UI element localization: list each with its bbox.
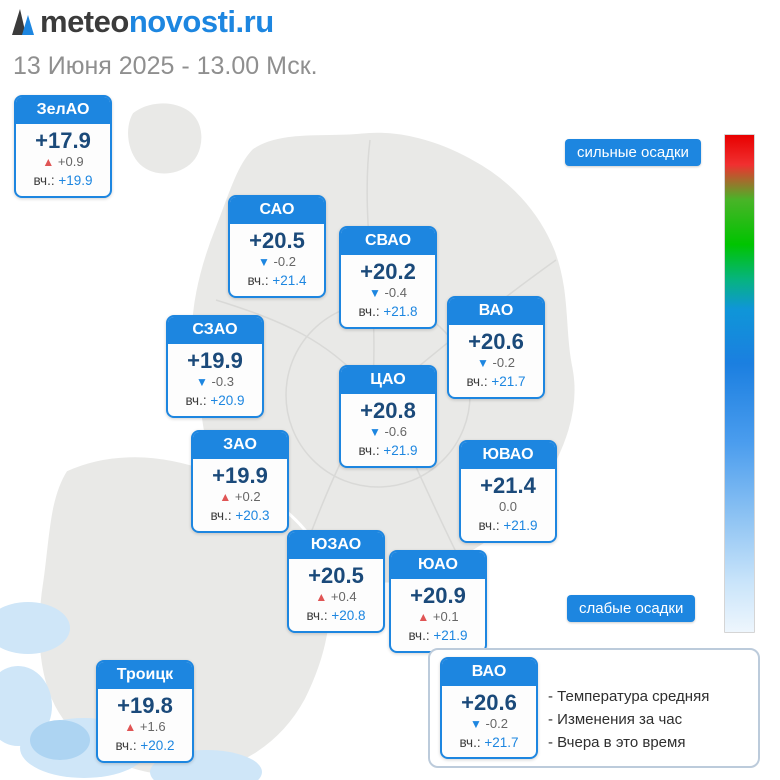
- change-value: -0.2: [273, 254, 296, 270]
- legend-example-card: ВАО +20.6 ▼ -0.2 вч.: +21.7: [440, 656, 538, 760]
- change-value: +0.4: [330, 589, 357, 605]
- temperature-value: +21.4: [480, 473, 536, 498]
- change-value: +0.9: [57, 154, 84, 170]
- temperature-value: +20.6: [468, 329, 524, 354]
- temperature-value: +20.5: [249, 228, 305, 253]
- yesterday-label: вч.:: [358, 443, 380, 459]
- district-card[interactable]: СЗАО +19.9 ▼ -0.3 вч.: +20.9: [166, 315, 264, 418]
- map-region-zelao: [125, 100, 205, 177]
- temperature-value: +17.9: [35, 128, 91, 153]
- district-name: СВАО: [341, 228, 435, 255]
- district-name: ВАО: [449, 298, 543, 325]
- precip-color-scale: [724, 134, 755, 633]
- change-value: +0.2: [234, 489, 261, 505]
- yesterday-label: вч.:: [185, 393, 207, 409]
- district-name: ЗелАО: [16, 97, 110, 124]
- district-card[interactable]: ЗАО +19.9 ▲ +0.2 вч.: +20.3: [191, 430, 289, 533]
- trend-arrow: ▲: [219, 490, 232, 505]
- district-card[interactable]: Троицк +19.8 ▲ +1.6 вч.: +20.2: [96, 660, 194, 763]
- trend-arrow: ▲: [417, 610, 430, 625]
- change-value: -0.2: [492, 355, 515, 371]
- district-name: ЮАО: [391, 552, 485, 579]
- yesterday-value: +21.4: [272, 273, 307, 289]
- legend-lines: - Температура средняя - Изменения за час…: [548, 688, 709, 751]
- weak-precip-label[interactable]: слабые осадки: [567, 595, 696, 622]
- legend-line: - Температура средняя: [548, 687, 710, 705]
- district-card[interactable]: ЗелАО +17.9 ▲ +0.9 вч.: +19.9: [14, 95, 112, 198]
- district-name: ЦАО: [341, 367, 435, 394]
- trend-arrow: ▲: [42, 155, 55, 170]
- logo-text-meteo: meteo: [40, 4, 129, 39]
- trend-arrow: ▼: [258, 255, 270, 270]
- logo-text-novosti: novosti.ru: [128, 4, 274, 39]
- district-card[interactable]: ЮАО +20.9 ▲ +0.1 вч.: +21.9: [389, 550, 487, 653]
- trend-arrow: ▲: [315, 590, 328, 605]
- trend-arrow: ▼: [477, 356, 489, 371]
- change-value: +0.1: [432, 609, 459, 625]
- yesterday-label: вч.:: [33, 173, 55, 189]
- district-card[interactable]: ВАО +20.6 ▼ -0.2 вч.: +21.7: [447, 296, 545, 399]
- temperature-value: +19.8: [117, 693, 173, 718]
- trend-arrow: ▼: [196, 375, 208, 390]
- yesterday-value: +21.9: [503, 518, 538, 534]
- yesterday-value: +21.9: [433, 628, 468, 644]
- logo-icon: [12, 8, 34, 35]
- logo-text: meteonovosti.ru: [40, 6, 274, 37]
- change-value: +1.6: [139, 719, 166, 735]
- change-value: -0.3: [211, 374, 234, 390]
- temperature-value: +20.2: [360, 259, 416, 284]
- yesterday-label: вч.:: [358, 304, 380, 320]
- trend-arrow: ▲: [124, 720, 137, 735]
- legend-line: - Вчера в это время: [548, 733, 686, 751]
- trend-arrow: ▼: [369, 286, 381, 301]
- district-name: САО: [230, 197, 324, 224]
- yesterday-value: +21.7: [491, 374, 526, 390]
- yesterday-value: +21.7: [484, 734, 519, 750]
- trend-arrow: ▼: [369, 425, 381, 440]
- district-card[interactable]: СВАО +20.2 ▼ -0.4 вч.: +21.8: [339, 226, 437, 329]
- yesterday-value: +20.2: [140, 738, 175, 754]
- yesterday-label: вч.:: [306, 608, 328, 624]
- yesterday-value: +20.9: [210, 393, 245, 409]
- yesterday-label: вч.:: [408, 628, 430, 644]
- change-value: -0.6: [384, 424, 407, 440]
- yesterday-label: вч.:: [247, 273, 269, 289]
- yesterday-label: вч.:: [478, 518, 500, 534]
- district-name: ЮЗАО: [289, 532, 383, 559]
- legend-line: - Изменения за час: [548, 710, 683, 728]
- strong-precip-label[interactable]: сильные осадки: [565, 139, 701, 166]
- trend-arrow: ▼: [470, 716, 482, 731]
- temperature-value: +19.9: [212, 463, 268, 488]
- change-value: -0.2: [485, 715, 508, 731]
- yesterday-value: +20.3: [235, 508, 270, 524]
- temperature-value: +20.8: [360, 398, 416, 423]
- temperature-value: +20.9: [410, 583, 466, 608]
- district-card[interactable]: ЮВАО +21.4 0.0 вч.: +21.9: [459, 440, 557, 543]
- district-name: ВАО: [442, 658, 536, 686]
- temperature-value: +20.5: [308, 563, 364, 588]
- district-name: ЗАО: [193, 432, 287, 459]
- yesterday-label: вч.:: [210, 508, 232, 524]
- yesterday-value: +21.8: [383, 304, 418, 320]
- yesterday-value: +21.9: [383, 443, 418, 459]
- temperature-value: +20.6: [461, 689, 517, 715]
- yesterday-value: +20.8: [331, 608, 366, 624]
- legend-panel: ВАО +20.6 ▼ -0.2 вч.: +21.7 - Температур…: [428, 648, 760, 768]
- district-card[interactable]: САО +20.5 ▼ -0.2 вч.: +21.4: [228, 195, 326, 298]
- district-card[interactable]: ЦАО +20.8 ▼ -0.6 вч.: +21.9: [339, 365, 437, 468]
- temperature-value: +19.9: [187, 348, 243, 373]
- district-name: СЗАО: [168, 317, 262, 344]
- site-logo[interactable]: meteonovosti.ru: [10, 6, 274, 37]
- yesterday-label: вч.:: [466, 374, 488, 390]
- date-text: 13 Июня 2025 - 13.00 Мск.: [13, 52, 318, 80]
- yesterday-value: +19.9: [58, 173, 93, 189]
- district-name: Троицк: [98, 662, 192, 689]
- district-card[interactable]: ЮЗАО +20.5 ▲ +0.4 вч.: +20.8: [287, 530, 385, 633]
- district-name: ЮВАО: [461, 442, 555, 469]
- yesterday-label: вч.:: [115, 738, 137, 754]
- change-value: -0.4: [384, 285, 407, 301]
- change-value: 0.0: [498, 499, 518, 515]
- yesterday-label: вч.:: [459, 734, 481, 750]
